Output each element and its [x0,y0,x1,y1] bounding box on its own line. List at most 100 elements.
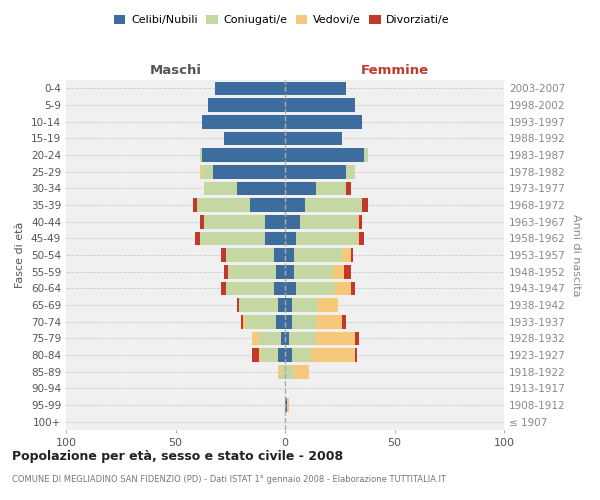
Bar [202,148,285,162]
Bar [237,182,285,195]
Bar [294,248,342,262]
Bar [359,215,362,228]
Bar [221,282,226,295]
Bar [285,365,294,378]
Bar [335,282,350,295]
Bar [344,265,350,278]
Bar [204,182,237,195]
Bar [364,148,368,162]
Bar [224,265,228,278]
Bar [276,265,285,278]
Bar [202,165,213,178]
Bar [215,82,285,95]
Bar [285,282,296,295]
Bar [294,265,333,278]
Bar [204,215,265,228]
Bar [311,348,355,362]
Bar [296,282,335,295]
Bar [359,232,364,245]
Bar [351,282,355,295]
Bar [200,148,202,162]
Bar [285,132,342,145]
Bar [346,182,350,195]
Bar [285,398,287,412]
Bar [226,282,274,295]
Bar [202,115,285,128]
Bar [285,348,292,362]
Bar [245,315,276,328]
Bar [355,348,357,362]
Bar [318,298,338,312]
Bar [289,332,316,345]
Bar [221,248,226,262]
Bar [261,348,278,362]
Bar [285,148,364,162]
Bar [274,248,285,262]
Bar [285,315,292,328]
Bar [294,365,309,378]
Bar [285,182,316,195]
Text: COMUNE DI MEGLIADINO SAN FIDENZIO (PD) - Dati ISTAT 1° gennaio 2008 - Elaborazio: COMUNE DI MEGLIADINO SAN FIDENZIO (PD) -… [12,475,446,484]
Bar [316,182,346,195]
Bar [285,215,301,228]
Bar [259,348,261,362]
Text: Popolazione per età, sesso e stato civile - 2008: Popolazione per età, sesso e stato civil… [12,450,343,463]
Text: Femmine: Femmine [361,64,428,76]
Bar [292,315,316,328]
Bar [213,165,285,178]
Bar [200,165,202,178]
Bar [239,298,278,312]
Bar [200,232,265,245]
Bar [301,215,357,228]
Bar [351,248,353,262]
Bar [241,315,244,328]
Bar [285,98,355,112]
Bar [208,98,285,112]
Bar [265,215,285,228]
Bar [250,198,285,212]
Bar [285,115,362,128]
Bar [285,82,346,95]
Bar [274,282,285,295]
Bar [342,315,346,328]
Bar [226,248,274,262]
Bar [357,215,359,228]
Legend: Celibi/Nubili, Coniugati/e, Vedovi/e, Divorziati/e: Celibi/Nubili, Coniugati/e, Vedovi/e, Di… [110,10,454,30]
Bar [285,332,289,345]
Bar [281,365,285,378]
Bar [346,165,355,178]
Bar [316,315,342,328]
Bar [285,232,296,245]
Bar [228,265,276,278]
Bar [305,198,362,212]
Bar [224,132,285,145]
Bar [333,265,344,278]
Bar [355,332,359,345]
Bar [252,332,259,345]
Y-axis label: Fasce di età: Fasce di età [16,222,25,288]
Bar [285,298,292,312]
Bar [285,198,305,212]
Bar [197,198,250,212]
Bar [259,332,281,345]
Bar [292,348,311,362]
Bar [244,315,245,328]
Bar [342,248,350,262]
Bar [292,298,318,312]
Bar [285,165,346,178]
Bar [252,348,259,362]
Bar [237,298,239,312]
Bar [362,198,368,212]
Bar [278,365,281,378]
Bar [195,232,200,245]
Bar [265,232,285,245]
Bar [281,332,285,345]
Bar [278,298,285,312]
Text: Maschi: Maschi [149,64,202,76]
Bar [287,398,289,412]
Bar [193,198,197,212]
Bar [296,232,357,245]
Bar [357,232,359,245]
Bar [285,265,294,278]
Y-axis label: Anni di nascita: Anni di nascita [571,214,581,296]
